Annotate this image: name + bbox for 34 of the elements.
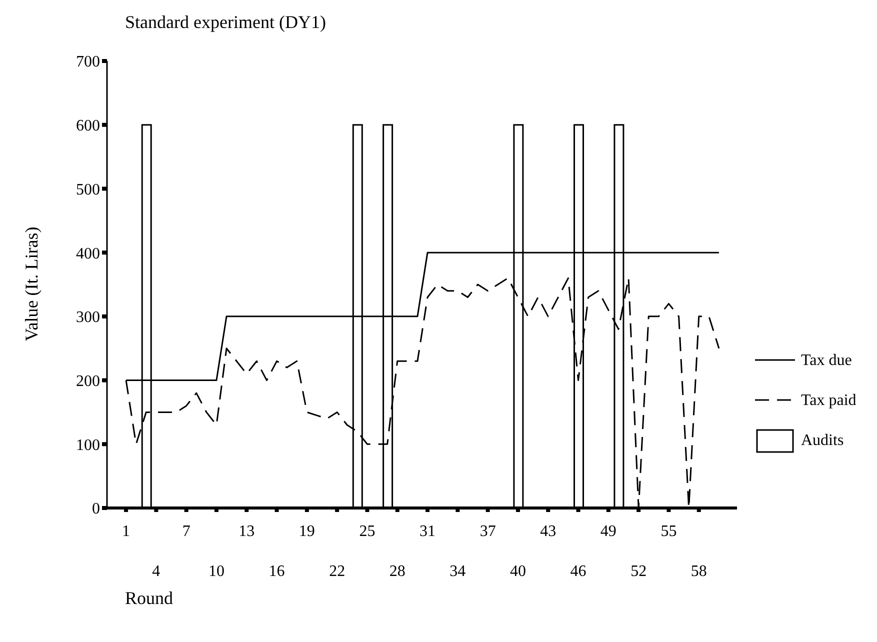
x-axis-title: Round	[125, 588, 174, 609]
x-tick-label: 16	[268, 563, 285, 580]
x-tick-label: 4	[152, 563, 160, 580]
x-tick-label: 1	[122, 523, 130, 540]
x-tick-label: 31	[420, 523, 436, 540]
y-tick-label: 0	[92, 500, 100, 518]
x-tick-label: 28	[389, 563, 406, 580]
x-tick-label: 52	[630, 563, 647, 580]
x-tick-label: 22	[329, 563, 346, 580]
y-axis-title: Value (It. Liras)	[22, 226, 42, 342]
x-tick-label: 13	[238, 523, 255, 540]
x-tick-label: 40	[510, 563, 526, 580]
y-tick-label: 300	[76, 309, 100, 326]
x-tick-label: 37	[480, 523, 496, 540]
y-tick-label: 500	[76, 181, 100, 198]
x-tick-label: 55	[660, 523, 677, 540]
legend-label: Audits	[801, 432, 844, 450]
y-tick-label: 400	[76, 245, 100, 262]
x-tick-label: 34	[450, 563, 466, 580]
x-tick-label: 49	[600, 523, 616, 540]
x-tick-label: 10	[208, 563, 224, 580]
chart-title: Standard experiment (DY1)	[125, 12, 326, 33]
y-tick-label: 100	[76, 436, 100, 454]
y-tick-label: 700	[76, 54, 100, 71]
x-tick-label: 25	[359, 523, 376, 540]
legend-label: Tax paid	[801, 392, 856, 410]
y-tick-label: 600	[76, 118, 100, 135]
x-tick-label: 46	[570, 563, 586, 580]
x-tick-label: 19	[298, 523, 315, 540]
legend-label: Tax due	[801, 352, 852, 370]
x-tick-label: 58	[690, 563, 707, 580]
x-tick-label: 43	[540, 523, 556, 540]
y-tick-label: 200	[76, 372, 100, 390]
x-tick-label: 7	[182, 523, 190, 540]
